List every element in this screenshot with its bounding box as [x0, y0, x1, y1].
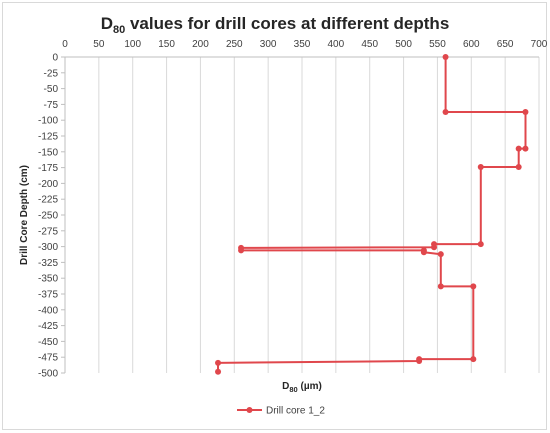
y-tick-label: -400 — [38, 305, 58, 316]
data-point — [522, 145, 529, 152]
data-point — [215, 359, 222, 366]
y-tick-label: -125 — [38, 132, 58, 143]
x-tick-label: 450 — [361, 39, 378, 50]
y-tick-label: -25 — [44, 68, 59, 79]
series-group — [215, 54, 529, 375]
data-point — [420, 249, 427, 256]
x-tick-label: 200 — [192, 39, 209, 50]
y-axis-ticks: 0 -25 -50 -75 -100 -125 -150 -175 -200 -225 -250 -2… — [38, 53, 58, 380]
x-tick-label: 50 — [93, 39, 105, 50]
data-point — [442, 108, 449, 115]
y-tick-label: -275 — [38, 226, 58, 237]
series-line — [217, 57, 527, 372]
data-point — [215, 368, 222, 375]
data-point — [416, 357, 423, 364]
y-tick-label: -175 — [38, 163, 58, 174]
data-point — [470, 283, 477, 290]
y-tick-label: 0 — [52, 53, 58, 64]
x-tick-label: 300 — [260, 39, 277, 50]
y-tick-label: -100 — [38, 116, 58, 127]
legend-marker — [246, 407, 253, 413]
chart-title: D80 values for drill cores at different … — [101, 14, 450, 36]
legend: Drill core 1_2 — [237, 406, 325, 417]
y-tick-label: -375 — [38, 290, 58, 301]
y-tick-label: -475 — [38, 353, 58, 364]
x-tick-label: 100 — [124, 39, 141, 50]
gridlines — [61, 56, 540, 374]
y-tick-label: -250 — [38, 211, 58, 222]
data-point — [470, 356, 477, 363]
y-tick-label: -300 — [38, 242, 58, 253]
y-tick-label: -425 — [38, 321, 58, 332]
y-tick-label: -150 — [38, 147, 58, 158]
x-tick-label: 150 — [158, 39, 175, 50]
data-point — [238, 247, 245, 254]
data-point — [515, 163, 522, 170]
y-tick-label: -50 — [44, 84, 59, 95]
x-tick-label: 0 — [62, 39, 68, 50]
y-tick-label: -75 — [44, 100, 59, 111]
x-axis-ticks: 0 50 100 150 200 250 300 350 400 450 500 550 600 650 7… — [62, 39, 548, 50]
x-tick-label: 700 — [531, 39, 548, 50]
y-axis-label: Drill Core Depth (cm) — [19, 165, 30, 265]
x-tick-label: 400 — [328, 39, 345, 50]
y-tick-label: -450 — [38, 337, 58, 348]
x-axis-label: D80 (µm) — [282, 381, 322, 394]
y-tick-label: -225 — [38, 195, 58, 206]
data-point — [477, 163, 484, 170]
y-tick-label: -200 — [38, 179, 58, 190]
y-tick-label: -325 — [38, 258, 58, 269]
x-tick-label: 600 — [463, 39, 480, 50]
x-tick-label: 650 — [497, 39, 514, 50]
x-tick-label: 350 — [294, 39, 311, 50]
x-tick-label: 550 — [429, 39, 446, 50]
data-point — [437, 251, 444, 258]
legend-label: Drill core 1_2 — [266, 406, 325, 417]
y-tick-label: -350 — [38, 274, 58, 285]
data-point — [442, 54, 449, 60]
data-point — [515, 145, 522, 152]
y-tick-label: -500 — [38, 369, 58, 380]
x-tick-label: 500 — [395, 39, 412, 50]
data-point — [431, 244, 438, 251]
x-tick-label: 250 — [226, 39, 243, 50]
data-point — [522, 108, 529, 115]
data-point — [437, 283, 444, 290]
data-point — [477, 241, 484, 248]
